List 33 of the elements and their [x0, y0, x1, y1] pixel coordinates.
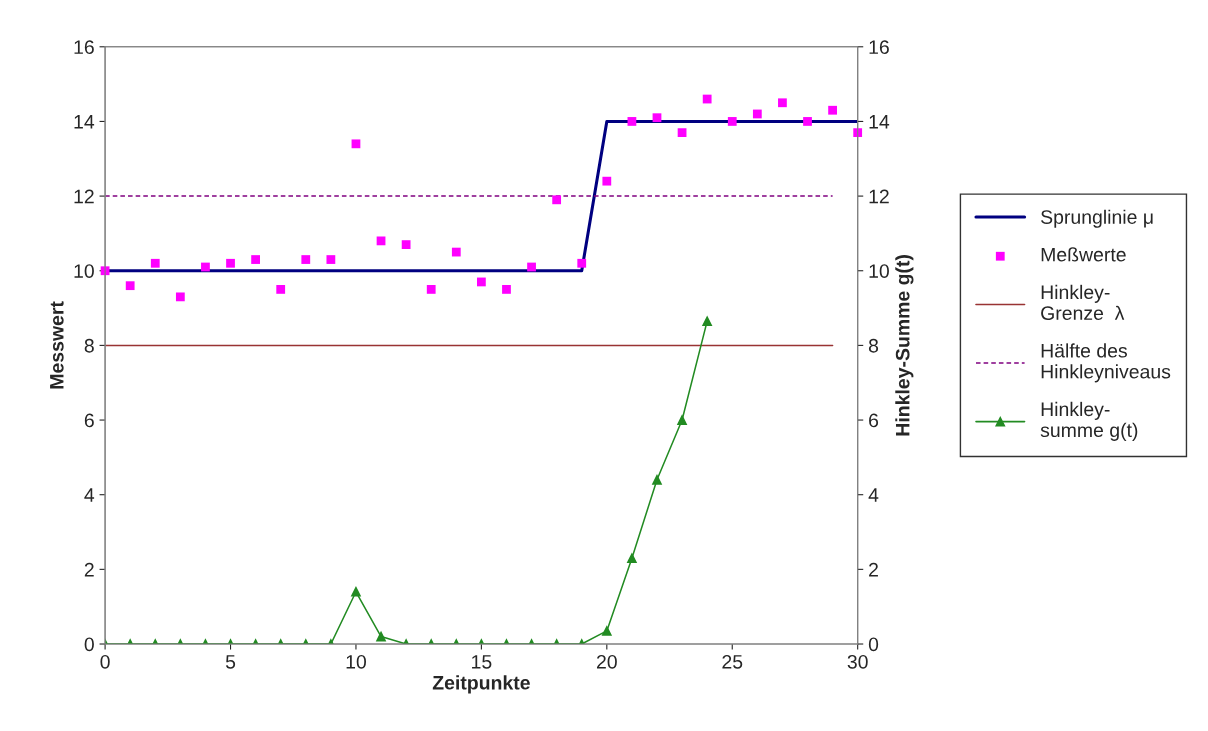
x-tick-label: 20: [596, 654, 617, 669]
x-tick-label: 10: [346, 654, 367, 669]
y2-tick-label: 10: [869, 264, 889, 278]
legend-label: Meßwerte: [1041, 247, 1126, 262]
x-axis-title: Zeitpunkte: [432, 675, 530, 694]
y-tick-label: 0: [84, 637, 94, 652]
y-tick-label: 6: [84, 413, 94, 428]
y-tick-label: 8: [84, 338, 94, 353]
y2-tick-label: 6: [869, 413, 879, 428]
x-tick-label: 30: [847, 654, 868, 669]
y2-tick-label: 8: [868, 338, 879, 353]
x-tick-label: 0: [100, 654, 110, 669]
y2-tick-label: 12: [869, 189, 889, 204]
y2-tick-label: 2: [869, 562, 878, 577]
x-tick-label: 15: [472, 655, 492, 669]
y-tick-label: 16: [74, 40, 94, 55]
y2-tick-label: 14: [869, 115, 890, 129]
legend-label: Hinkley- Grenze λ: [1041, 284, 1125, 321]
y-tick-label: 12: [74, 189, 94, 204]
y2-tick-label: 4: [868, 488, 879, 502]
legend-label: Hälfte des Hinkleyniveaus: [1041, 343, 1171, 383]
legend-label: Hinkley- summe g(t): [1040, 401, 1138, 441]
x-tick-label: 25: [722, 654, 743, 669]
y-axis-title: Messwert: [50, 301, 64, 389]
y2-axis-title: Hinkley-Summe g(t): [895, 255, 914, 436]
legend-label: Sprunglinie μ: [1041, 209, 1153, 228]
y-tick-label: 4: [84, 488, 95, 502]
y2-tick-label: 0: [868, 637, 879, 652]
y-tick-label: 10: [74, 264, 94, 278]
x-tick-label: 5: [225, 655, 236, 669]
y-tick-label: 2: [84, 562, 94, 577]
y2-tick-label: 16: [869, 40, 889, 55]
y-tick-label: 14: [74, 115, 95, 129]
